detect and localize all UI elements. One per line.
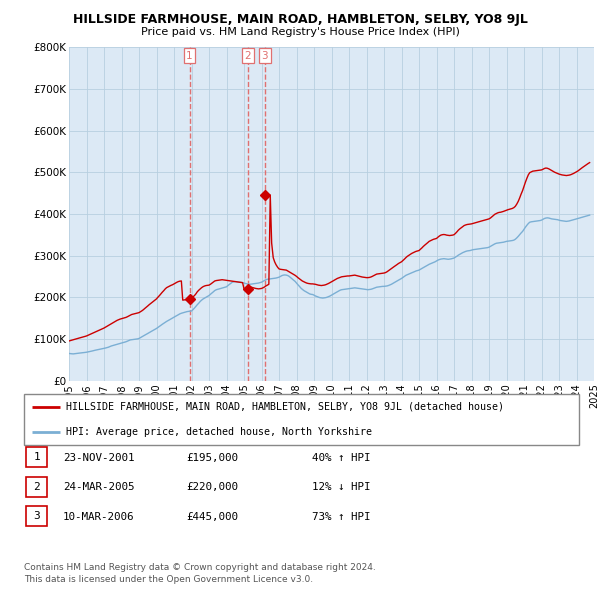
Text: 2: 2: [33, 482, 40, 491]
Text: 1: 1: [33, 453, 40, 462]
Text: £195,000: £195,000: [186, 453, 238, 463]
Text: HILLSIDE FARMHOUSE, MAIN ROAD, HAMBLETON, SELBY, YO8 9JL: HILLSIDE FARMHOUSE, MAIN ROAD, HAMBLETON…: [73, 13, 527, 26]
Text: 73% ↑ HPI: 73% ↑ HPI: [312, 512, 371, 522]
Text: 23-NOV-2001: 23-NOV-2001: [63, 453, 134, 463]
Text: 3: 3: [262, 51, 268, 61]
Text: 2: 2: [245, 51, 251, 61]
Text: 10-MAR-2006: 10-MAR-2006: [63, 512, 134, 522]
Text: £220,000: £220,000: [186, 483, 238, 492]
Text: HILLSIDE FARMHOUSE, MAIN ROAD, HAMBLETON, SELBY, YO8 9JL (detached house): HILLSIDE FARMHOUSE, MAIN ROAD, HAMBLETON…: [65, 402, 503, 411]
Text: 24-MAR-2005: 24-MAR-2005: [63, 483, 134, 492]
Text: HPI: Average price, detached house, North Yorkshire: HPI: Average price, detached house, Nort…: [65, 428, 371, 437]
Text: 1: 1: [186, 51, 193, 61]
Text: 40% ↑ HPI: 40% ↑ HPI: [312, 453, 371, 463]
Text: This data is licensed under the Open Government Licence v3.0.: This data is licensed under the Open Gov…: [24, 575, 313, 584]
Text: Price paid vs. HM Land Registry's House Price Index (HPI): Price paid vs. HM Land Registry's House …: [140, 27, 460, 37]
Text: £445,000: £445,000: [186, 512, 238, 522]
Text: Contains HM Land Registry data © Crown copyright and database right 2024.: Contains HM Land Registry data © Crown c…: [24, 563, 376, 572]
Text: 3: 3: [33, 512, 40, 521]
Text: 12% ↓ HPI: 12% ↓ HPI: [312, 483, 371, 492]
